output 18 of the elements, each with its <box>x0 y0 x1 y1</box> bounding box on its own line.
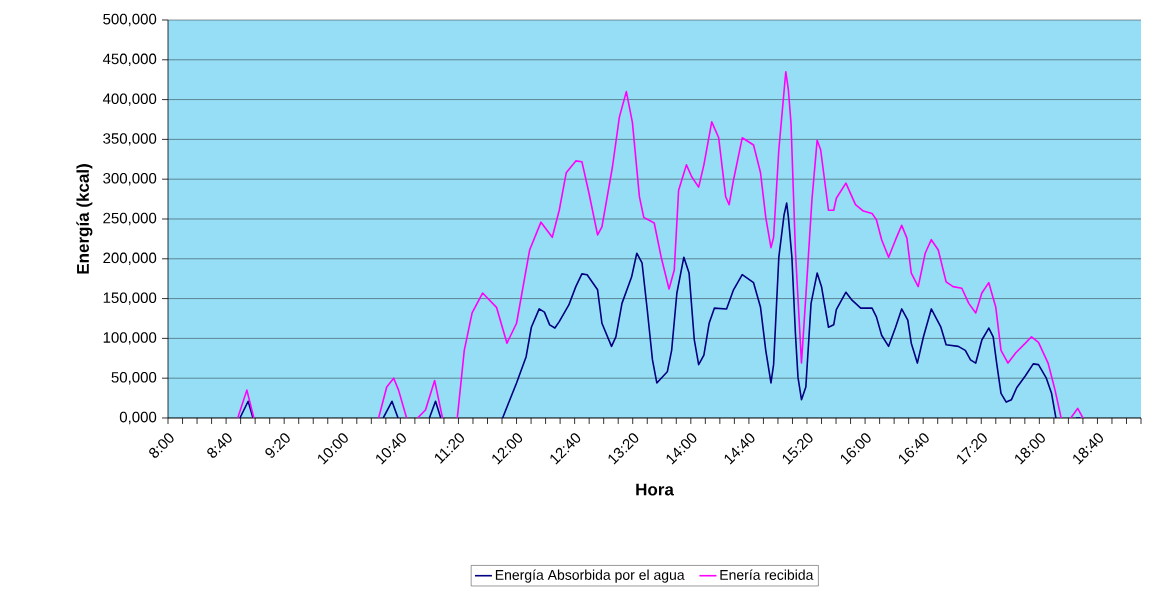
y-tick-label: 500,000 <box>103 13 157 27</box>
x-tick-label: 9:20 <box>265 433 290 458</box>
y-tick-label: 50,000 <box>111 371 157 385</box>
legend-label: Energía Absorbida por el agua <box>495 569 685 583</box>
y-tick-label: 150,000 <box>103 292 157 305</box>
y-tick-label: 0,000 <box>119 411 157 425</box>
y-axis-title: Energía (kcal) <box>76 164 93 274</box>
y-tick-label: 400,000 <box>102 93 157 106</box>
y-tick-label: 350,000 <box>103 133 157 146</box>
legend-label: Enería recibida <box>720 569 814 580</box>
y-tick-label: 100,000 <box>103 332 157 345</box>
y-tick-label: 450,000 <box>102 53 157 66</box>
x-axis-title: Hora <box>636 483 674 496</box>
x-tick-label: 8:00 <box>149 433 174 458</box>
y-tick-label: 200,000 <box>103 252 157 265</box>
x-tick-label: 8:40 <box>207 433 232 458</box>
y-tick-label: 300,000 <box>103 173 157 186</box>
y-tick-label: 250,000 <box>103 212 157 226</box>
